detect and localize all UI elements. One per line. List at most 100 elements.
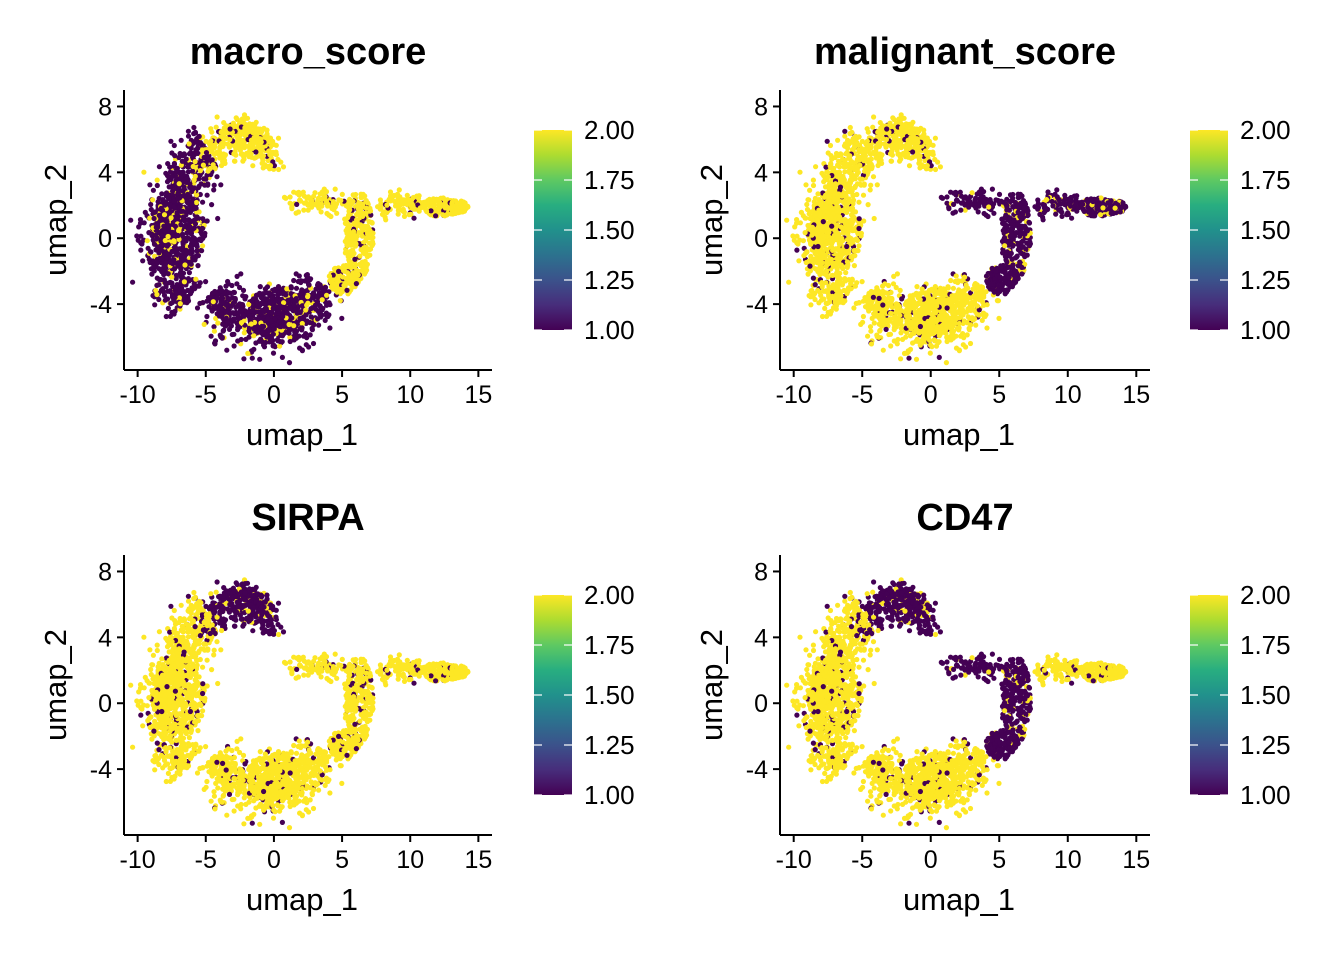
cell-point — [147, 182, 153, 188]
cell-point — [417, 205, 423, 211]
cell-point — [196, 283, 202, 289]
cell-point — [151, 215, 157, 222]
cell-point — [301, 200, 308, 206]
cell-point — [322, 284, 329, 291]
y-tick-label: -4 — [90, 291, 112, 319]
cell-point — [257, 284, 263, 290]
cell-point — [360, 213, 366, 219]
cell-point — [238, 301, 244, 307]
cell-point — [396, 187, 402, 193]
cell-point — [350, 192, 356, 198]
cell-point — [257, 302, 263, 308]
cell-point — [153, 232, 159, 238]
cell-point — [249, 298, 255, 304]
cell-point — [307, 332, 313, 338]
cell-point — [224, 347, 230, 353]
cell-point — [961, 274, 967, 280]
cell-point — [280, 164, 287, 170]
cell-point — [331, 281, 337, 287]
x-axis-label: umap_1 — [246, 417, 358, 452]
cell-point — [163, 260, 169, 266]
cell-point — [384, 202, 390, 208]
cell-point — [316, 322, 322, 328]
cell-point — [914, 150, 921, 156]
cell-point — [178, 137, 184, 143]
cell-point — [339, 315, 345, 321]
cell-point — [262, 134, 268, 140]
cell-point — [338, 198, 344, 204]
cell-point — [317, 311, 323, 317]
cell-point — [926, 337, 933, 343]
cell-point — [213, 315, 219, 321]
cell-point — [251, 326, 257, 332]
cell-point — [936, 354, 942, 360]
cell-point — [193, 276, 199, 282]
cell-point — [211, 328, 217, 334]
cell-point — [156, 164, 162, 170]
cell-point — [874, 182, 880, 188]
cell-point — [165, 288, 171, 294]
cell-point — [284, 286, 290, 292]
cell-point — [287, 200, 293, 206]
x-tick-label: 0 — [267, 381, 281, 409]
cell-point — [428, 208, 434, 214]
cell-point — [195, 248, 201, 254]
cell-point — [171, 163, 177, 169]
cell-point — [300, 189, 306, 195]
cell-point — [835, 137, 841, 143]
cell-point — [865, 202, 871, 208]
cell-point — [192, 129, 198, 135]
cell-point — [345, 215, 351, 221]
cell-point — [790, 233, 796, 239]
cell-point — [185, 207, 191, 213]
cell-point — [238, 271, 244, 277]
cell-point — [195, 263, 201, 269]
cell-point — [219, 140, 226, 146]
cell-point — [174, 167, 180, 174]
cell-point — [214, 114, 220, 120]
cell-point — [379, 211, 386, 217]
cell-point — [141, 169, 147, 175]
cell-point — [273, 149, 279, 155]
cell-point — [450, 210, 456, 216]
cell-point — [185, 169, 191, 175]
cell-point — [180, 241, 186, 247]
cell-point — [284, 329, 290, 335]
cell-point — [386, 197, 392, 203]
cell-point — [326, 312, 332, 318]
cell-point — [204, 313, 210, 320]
cell-point — [136, 224, 142, 230]
cell-point — [344, 221, 350, 227]
cell-point — [234, 281, 240, 287]
cell-point — [208, 333, 214, 339]
cell-point — [395, 211, 401, 217]
y-tick-label: 0 — [98, 225, 112, 253]
cell-point — [352, 264, 358, 270]
cell-point — [218, 182, 224, 188]
cell-point — [313, 286, 319, 292]
cell-point — [211, 324, 217, 330]
cell-point — [198, 237, 204, 244]
cell-point — [190, 186, 196, 192]
cell-point — [356, 230, 362, 236]
cell-point — [257, 356, 263, 362]
cell-point — [232, 158, 238, 164]
cell-point — [179, 158, 185, 164]
cell-point — [217, 155, 223, 161]
cell-point — [465, 204, 471, 210]
cell-point — [377, 206, 383, 212]
cell-point — [229, 331, 235, 338]
cell-point — [153, 287, 159, 294]
panel-0: macro_score-10 -5 0 5 10 15-4048umap_1umap_21… — [38, 31, 635, 452]
cell-point — [171, 204, 177, 210]
cell-point — [210, 299, 216, 305]
cell-point — [304, 302, 310, 308]
cell-point — [304, 274, 310, 280]
cell-point — [424, 208, 430, 214]
cell-point — [289, 206, 295, 212]
cell-point — [859, 176, 865, 182]
cell-point — [803, 182, 809, 188]
cell-point — [296, 273, 302, 279]
cell-point — [170, 229, 176, 235]
cell-point — [297, 197, 303, 203]
